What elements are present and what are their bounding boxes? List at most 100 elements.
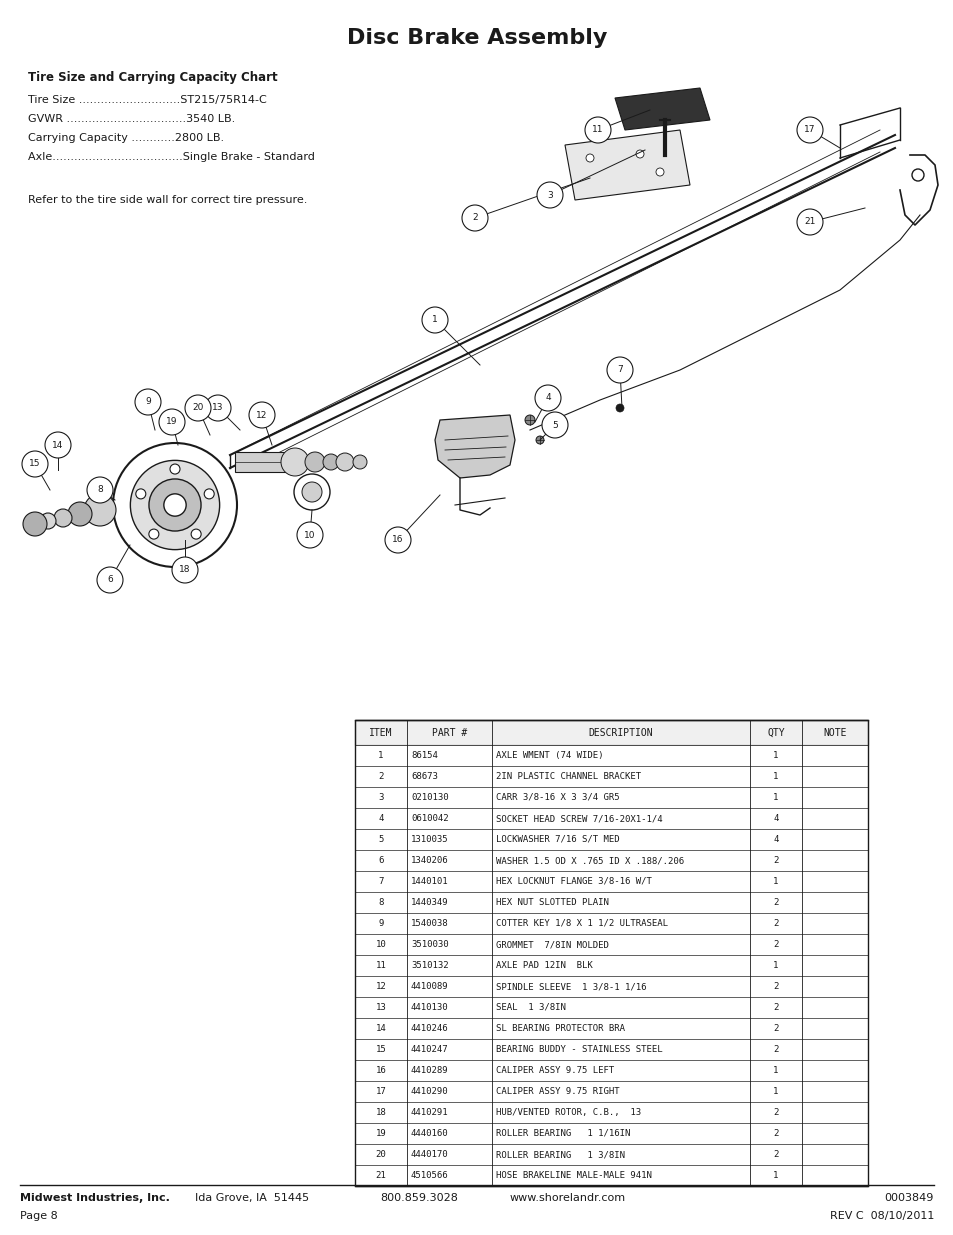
Text: 5: 5 (552, 420, 558, 430)
Bar (355, 787, 867, 808)
Text: 3510030: 3510030 (411, 940, 448, 948)
Circle shape (281, 448, 309, 475)
Bar (355, 850, 867, 871)
Bar (355, 766, 867, 787)
Bar (355, 976, 867, 997)
Text: 1: 1 (432, 315, 437, 325)
Circle shape (796, 209, 822, 235)
Text: PART #: PART # (432, 727, 467, 737)
Circle shape (45, 432, 71, 458)
Text: 2: 2 (773, 1045, 778, 1053)
Text: CARR 3/8-16 X 3 3/4 GR5: CARR 3/8-16 X 3 3/4 GR5 (496, 793, 619, 802)
Text: 4410089: 4410089 (411, 982, 448, 990)
Bar (234, 452, 299, 472)
Circle shape (191, 529, 201, 540)
Text: GROMMET  7/8IN MOLDED: GROMMET 7/8IN MOLDED (496, 940, 608, 948)
Text: 2: 2 (773, 1150, 778, 1158)
Text: HUB/VENTED ROTOR, C.B.,  13: HUB/VENTED ROTOR, C.B., 13 (496, 1108, 640, 1116)
Circle shape (305, 452, 325, 472)
Text: 16: 16 (375, 1066, 386, 1074)
Text: 0210130: 0210130 (411, 793, 448, 802)
Text: 14: 14 (375, 1024, 386, 1032)
Text: 18: 18 (179, 566, 191, 574)
Circle shape (911, 169, 923, 182)
Bar (355, 913, 867, 934)
Circle shape (294, 474, 330, 510)
Circle shape (616, 404, 623, 412)
Circle shape (40, 513, 56, 529)
Text: 86154: 86154 (411, 751, 437, 760)
Text: 4410247: 4410247 (411, 1045, 448, 1053)
Circle shape (323, 454, 338, 471)
Circle shape (84, 494, 116, 526)
Text: Disc Brake Assembly: Disc Brake Assembly (347, 28, 606, 48)
Circle shape (87, 477, 112, 503)
Text: 2: 2 (773, 940, 778, 948)
Text: Midwest Industries, Inc.: Midwest Industries, Inc. (20, 1193, 170, 1203)
Text: 13: 13 (212, 404, 224, 412)
Text: 2IN PLASTIC CHANNEL BRACKET: 2IN PLASTIC CHANNEL BRACKET (496, 772, 640, 781)
Circle shape (353, 454, 367, 469)
Circle shape (205, 395, 231, 421)
Circle shape (421, 308, 448, 333)
Text: 2: 2 (773, 1129, 778, 1137)
Text: 800.859.3028: 800.859.3028 (379, 1193, 457, 1203)
Text: SEAL  1 3/8IN: SEAL 1 3/8IN (496, 1003, 565, 1011)
Text: 19: 19 (166, 417, 177, 426)
Text: REV C  08/10/2011: REV C 08/10/2011 (829, 1212, 933, 1221)
Text: Carrying Capacity ............2800 LB.: Carrying Capacity ............2800 LB. (28, 133, 224, 143)
Circle shape (204, 489, 214, 499)
Circle shape (584, 117, 610, 143)
Text: 9: 9 (378, 919, 383, 927)
Text: www.shorelandr.com: www.shorelandr.com (510, 1193, 625, 1203)
Text: 20: 20 (375, 1150, 386, 1158)
Bar (355, 1081, 867, 1102)
Circle shape (23, 513, 47, 536)
Bar (355, 934, 867, 955)
Text: 4410291: 4410291 (411, 1108, 448, 1116)
Circle shape (149, 529, 159, 540)
Text: 3: 3 (378, 793, 383, 802)
Circle shape (537, 182, 562, 207)
Text: 7: 7 (617, 366, 622, 374)
Bar (355, 1102, 867, 1123)
Bar (355, 1165, 867, 1186)
Circle shape (524, 415, 535, 425)
Circle shape (131, 461, 219, 550)
Text: WASHER 1.5 OD X .765 ID X .188/.206: WASHER 1.5 OD X .765 ID X .188/.206 (496, 856, 683, 864)
Text: 15: 15 (30, 459, 41, 468)
Text: Axle....................................Single Brake - Standard: Axle....................................… (28, 152, 314, 162)
Circle shape (135, 389, 161, 415)
Circle shape (249, 403, 274, 429)
Circle shape (536, 436, 543, 445)
Text: ROLLER BEARING   1 3/8IN: ROLLER BEARING 1 3/8IN (496, 1150, 624, 1158)
Text: 2: 2 (773, 856, 778, 864)
Text: 4: 4 (378, 814, 383, 823)
Text: CALIPER ASSY 9.75 LEFT: CALIPER ASSY 9.75 LEFT (496, 1066, 614, 1074)
Circle shape (97, 567, 123, 593)
Text: CALIPER ASSY 9.75 RIGHT: CALIPER ASSY 9.75 RIGHT (496, 1087, 619, 1095)
Text: 4440170: 4440170 (411, 1150, 448, 1158)
Text: LOCKWASHER 7/16 S/T MED: LOCKWASHER 7/16 S/T MED (496, 835, 619, 844)
Circle shape (68, 501, 91, 526)
Text: 9: 9 (145, 398, 151, 406)
Text: 1: 1 (773, 772, 778, 781)
Circle shape (135, 489, 146, 499)
Text: 1540038: 1540038 (411, 919, 448, 927)
Bar (355, 871, 867, 892)
Text: ROLLER BEARING   1 1/16IN: ROLLER BEARING 1 1/16IN (496, 1129, 630, 1137)
Text: Page 8: Page 8 (20, 1212, 58, 1221)
Circle shape (796, 117, 822, 143)
Circle shape (22, 451, 48, 477)
Bar (355, 892, 867, 913)
Text: 4410289: 4410289 (411, 1066, 448, 1074)
Text: Refer to the tire side wall for correct tire pressure.: Refer to the tire side wall for correct … (28, 195, 307, 205)
Bar (355, 720, 867, 745)
Text: 4410130: 4410130 (411, 1003, 448, 1011)
Text: 1440349: 1440349 (411, 898, 448, 906)
Circle shape (112, 443, 236, 567)
Text: 1: 1 (773, 1171, 778, 1179)
Text: 13: 13 (375, 1003, 386, 1011)
Bar (355, 1123, 867, 1144)
Bar (355, 720, 867, 1186)
